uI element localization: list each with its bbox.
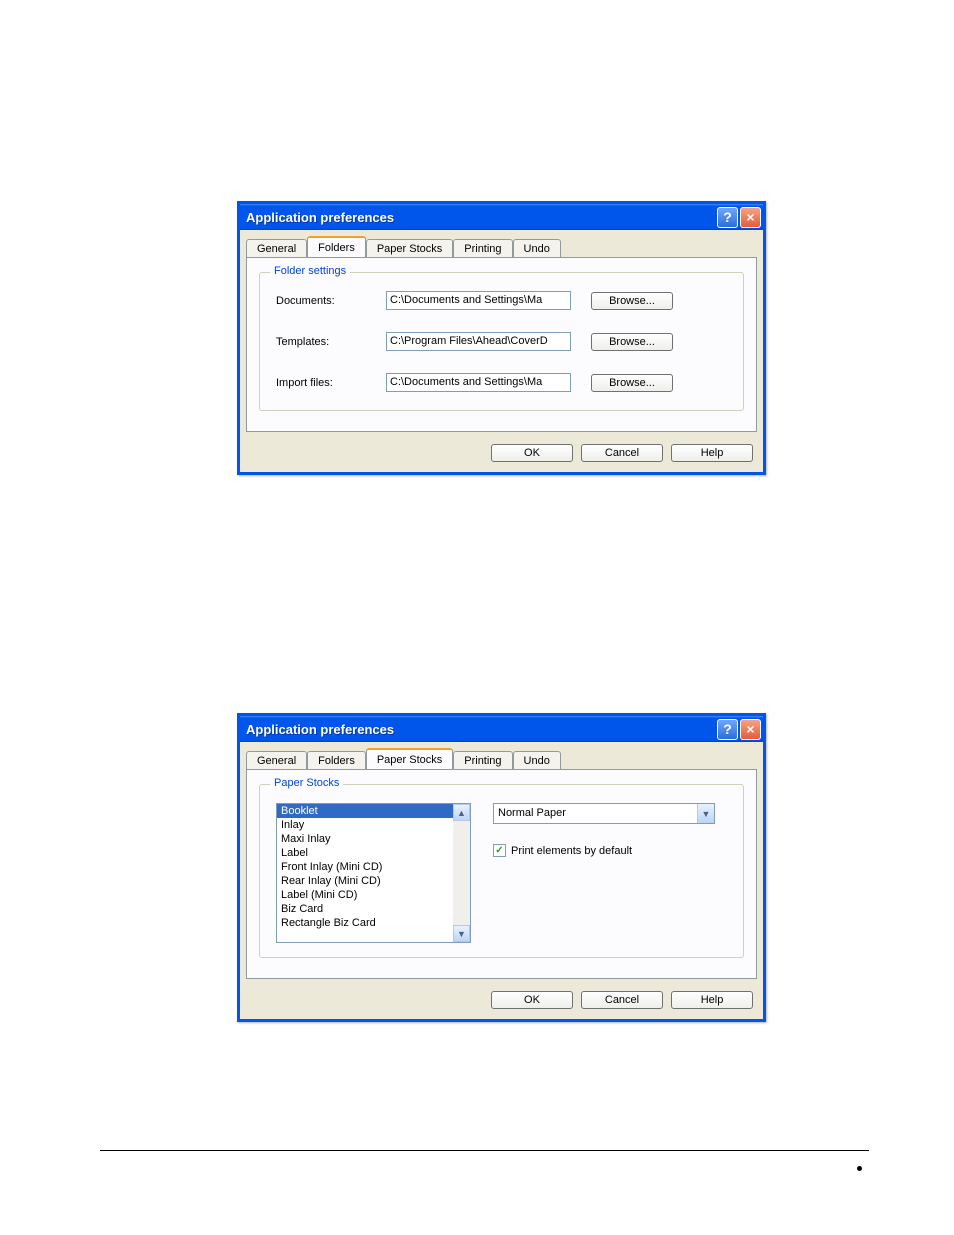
- help-button[interactable]: Help: [671, 444, 753, 462]
- list-item[interactable]: Rectangle Biz Card: [277, 916, 453, 930]
- right-column: Normal Paper ▼ ✓ Print elements by defau…: [493, 803, 727, 857]
- label-templates: Templates:: [276, 336, 386, 348]
- checkbox-row: ✓ Print elements by default: [493, 844, 727, 857]
- checkbox-print-default[interactable]: ✓: [493, 844, 506, 857]
- tabstrip: General Folders Paper Stocks Printing Un…: [240, 742, 763, 769]
- scroll-up-icon[interactable]: ▲: [453, 804, 470, 821]
- tab-general[interactable]: General: [246, 239, 307, 258]
- cancel-button[interactable]: Cancel: [581, 444, 663, 462]
- row-templates: Templates: C:\Program Files\Ahead\CoverD…: [276, 332, 727, 351]
- input-import-files[interactable]: C:\Documents and Settings\Ma: [386, 373, 571, 392]
- tab-undo[interactable]: Undo: [513, 239, 561, 258]
- row-import-files: Import files: C:\Documents and Settings\…: [276, 373, 727, 392]
- ok-button[interactable]: OK: [491, 444, 573, 462]
- listbox-items: Booklet Inlay Maxi Inlay Label Front Inl…: [277, 804, 453, 942]
- list-item[interactable]: Rear Inlay (Mini CD): [277, 874, 453, 888]
- tab-general[interactable]: General: [246, 751, 307, 770]
- list-item[interactable]: Biz Card: [277, 902, 453, 916]
- combo-value: Normal Paper: [494, 804, 697, 823]
- titlebar[interactable]: Application preferences ? ×: [240, 716, 763, 742]
- list-item[interactable]: Label (Mini CD): [277, 888, 453, 902]
- dialog-folders: Application preferences ? × General Fold…: [237, 201, 766, 475]
- help-icon[interactable]: ?: [717, 719, 738, 740]
- tab-undo[interactable]: Undo: [513, 751, 561, 770]
- footer-divider: [100, 1150, 869, 1151]
- dialog-paper-stocks: Application preferences ? × General Fold…: [237, 713, 766, 1022]
- titlebar[interactable]: Application preferences ? ×: [240, 204, 763, 230]
- tab-printing[interactable]: Printing: [453, 751, 512, 770]
- row-documents: Documents: C:\Documents and Settings\Ma …: [276, 291, 727, 310]
- scroll-down-icon[interactable]: ▼: [453, 925, 470, 942]
- list-item[interactable]: Booklet: [277, 804, 453, 818]
- input-templates[interactable]: C:\Program Files\Ahead\CoverD: [386, 332, 571, 351]
- paper-type-combo[interactable]: Normal Paper ▼: [493, 803, 715, 824]
- scrollbar[interactable]: ▲ ▼: [453, 804, 470, 942]
- button-bar: OK Cancel Help: [240, 985, 763, 1019]
- close-icon[interactable]: ×: [740, 719, 761, 740]
- fieldset-folder-settings: Folder settings Documents: C:\Documents …: [259, 272, 744, 411]
- window-title: Application preferences: [246, 210, 715, 225]
- tabstrip: General Folders Paper Stocks Printing Un…: [240, 230, 763, 257]
- tab-folders[interactable]: Folders: [307, 751, 366, 770]
- window-title: Application preferences: [246, 722, 715, 737]
- footer-bullet: [857, 1166, 862, 1171]
- list-item[interactable]: Inlay: [277, 818, 453, 832]
- button-bar: OK Cancel Help: [240, 438, 763, 472]
- label-documents: Documents:: [276, 295, 386, 307]
- tab-printing[interactable]: Printing: [453, 239, 512, 258]
- browse-import-files-button[interactable]: Browse...: [591, 374, 673, 392]
- browse-documents-button[interactable]: Browse...: [591, 292, 673, 310]
- ok-button[interactable]: OK: [491, 991, 573, 1009]
- close-icon[interactable]: ×: [740, 207, 761, 228]
- fieldset-paper-stocks: Paper Stocks Booklet Inlay Maxi Inlay La…: [259, 784, 744, 958]
- cancel-button[interactable]: Cancel: [581, 991, 663, 1009]
- help-icon[interactable]: ?: [717, 207, 738, 228]
- list-item[interactable]: Maxi Inlay: [277, 832, 453, 846]
- browse-templates-button[interactable]: Browse...: [591, 333, 673, 351]
- help-button[interactable]: Help: [671, 991, 753, 1009]
- tabpanel-folders: Folder settings Documents: C:\Documents …: [246, 257, 757, 432]
- listbox-stocks[interactable]: Booklet Inlay Maxi Inlay Label Front Inl…: [276, 803, 471, 943]
- input-documents[interactable]: C:\Documents and Settings\Ma: [386, 291, 571, 310]
- chevron-down-icon[interactable]: ▼: [697, 804, 714, 823]
- list-item[interactable]: Front Inlay (Mini CD): [277, 860, 453, 874]
- tab-folders[interactable]: Folders: [307, 236, 366, 257]
- legend-folder-settings: Folder settings: [270, 265, 350, 277]
- tab-paper-stocks[interactable]: Paper Stocks: [366, 239, 453, 258]
- list-item[interactable]: Label: [277, 846, 453, 860]
- legend-paper-stocks: Paper Stocks: [270, 777, 343, 789]
- tabpanel-paper-stocks: Paper Stocks Booklet Inlay Maxi Inlay La…: [246, 769, 757, 979]
- scrollbar-track[interactable]: [453, 821, 470, 925]
- checkbox-label: Print elements by default: [511, 845, 632, 857]
- label-import-files: Import files:: [276, 377, 386, 389]
- tab-paper-stocks[interactable]: Paper Stocks: [366, 748, 453, 769]
